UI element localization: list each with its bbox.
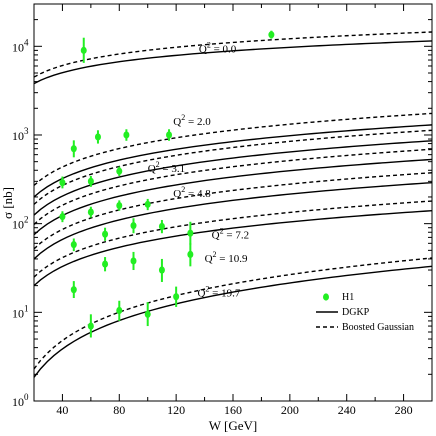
legend: H1 DGKP Boosted Gaussian (316, 292, 414, 333)
boosted-gaussian-curve (33, 172, 433, 250)
dgkp-curve (33, 210, 433, 287)
dgkp-curve (33, 40, 433, 85)
q2-labels: Q2 = 0.0 Q2 = 2.0 Q2 = 3.1 Q2 = 4.8 Q2 = 7.2… (148, 41, 249, 300)
y-tick-label: 103 (12, 126, 29, 143)
x-tick-label: 80 (113, 403, 125, 417)
h1-data-point (144, 200, 151, 208)
h1-data-point (87, 208, 94, 216)
q2-label: Q2 = 3.1 (148, 160, 185, 175)
h1-data-points (59, 30, 275, 338)
x-tick-label: 280 (395, 403, 413, 417)
h1-data-point (94, 133, 101, 141)
dgkp-curve (33, 181, 433, 260)
y-tick-label: 100 (12, 392, 29, 409)
h1-data-point (123, 131, 130, 139)
h1-data-point (130, 222, 137, 230)
h1-data-point (102, 260, 109, 268)
h1-data-point (70, 241, 77, 249)
h1-data-point (187, 250, 194, 259)
legend-h1-marker (323, 293, 329, 301)
h1-data-point (166, 131, 173, 139)
dgkp-curve (33, 265, 433, 378)
h1-data-point (158, 266, 165, 274)
boosted-gaussian-curve (33, 31, 433, 78)
dgkp-curve (33, 124, 433, 198)
x-tick-label: 240 (338, 403, 356, 417)
boosted-gaussian-curve (33, 257, 433, 370)
h1-data-point (80, 46, 87, 54)
h1-data-point (87, 177, 94, 185)
h1-data-point (59, 179, 66, 187)
legend-label: Boosted Gaussian (342, 322, 414, 333)
q2-label: Q2 = 10.9 (205, 250, 248, 265)
model-curves (33, 31, 433, 378)
q2-label: Q2 = 4.8 (173, 185, 211, 200)
y-tick-label: 102 (12, 215, 29, 232)
h1-data-point (268, 31, 275, 39)
h1-data-point (130, 257, 137, 265)
x-tick-label: 200 (281, 403, 299, 417)
h1-data-point (116, 167, 123, 175)
h1-data-point (187, 229, 194, 237)
dgkp-curve (33, 140, 433, 216)
h1-data-point (70, 145, 77, 153)
x-axis-label: W [GeV] (209, 418, 258, 433)
q2-label: Q2 = 7.2 (212, 227, 249, 242)
h1-data-point (158, 222, 165, 231)
h1-data-point (87, 322, 94, 330)
legend-label: H1 (342, 292, 354, 303)
x-tick-label: 160 (224, 403, 242, 417)
y-tick-label: 104 (12, 37, 29, 54)
boosted-gaussian-curve (33, 200, 433, 278)
h1-data-point (144, 310, 151, 318)
q2-label: Q2 = 19.7 (197, 285, 240, 300)
h1-data-point (102, 230, 109, 238)
legend-label: DGKP (342, 307, 370, 318)
h1-data-point (173, 293, 180, 301)
x-tick-label: 40 (56, 403, 68, 417)
h1-data-point (116, 306, 123, 315)
boosted-gaussian-curve (33, 112, 433, 186)
h1-data-point (70, 286, 77, 294)
y-axis-label: σ [nb] (0, 187, 15, 219)
q2-label: Q2 = 2.0 (173, 113, 211, 128)
dgkp-curve (33, 158, 433, 236)
q2-label: Q2 = 0.0 (199, 41, 237, 56)
x-tick-label: 120 (167, 403, 185, 417)
boosted-gaussian-curve (33, 148, 433, 225)
h1-data-point (59, 213, 66, 221)
plot-frame (33, 3, 433, 402)
h1-data-point (116, 201, 123, 210)
y-tick-label: 101 (12, 303, 29, 320)
